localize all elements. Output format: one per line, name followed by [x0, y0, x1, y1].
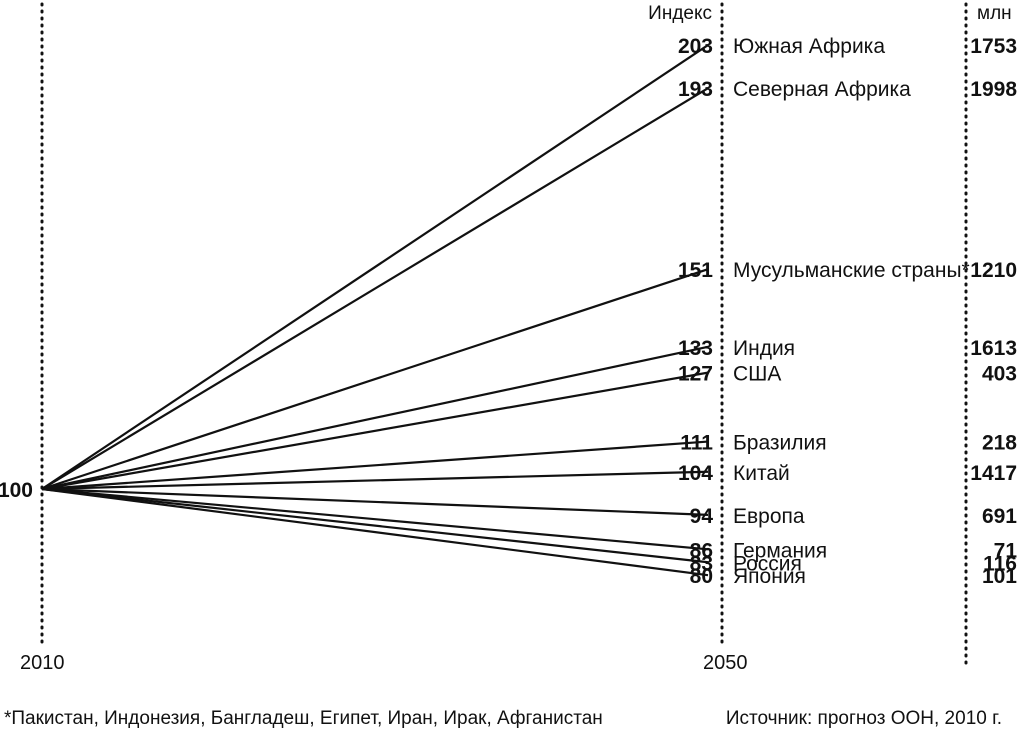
population-label-6: 218	[982, 432, 1017, 455]
population-label-8: 691	[982, 505, 1017, 528]
region-label-1: Южная Африка	[733, 35, 885, 58]
series-line-9	[41, 487, 709, 551]
region-label-10: Россия	[733, 552, 802, 575]
base-value-label: 100	[0, 479, 33, 502]
index-label-2: 193	[678, 78, 713, 101]
population-label-7: 1417	[970, 462, 1017, 485]
index-label-11: 80	[690, 565, 713, 588]
index-label-10: 83	[690, 552, 713, 575]
series-line-7	[41, 470, 709, 491]
series-line-5	[41, 371, 709, 491]
population-label-11: 101	[982, 565, 1017, 588]
population-label-5: 403	[982, 363, 1017, 386]
series-labels: 203 Южная Африка 1753 193 Северная Африка 199…	[678, 35, 1017, 588]
region-label-11: Япония	[733, 565, 806, 588]
population-label-10: 116	[983, 552, 1017, 575]
index-label-1: 203	[678, 35, 713, 58]
footnote: *Пакистан, Индонезия, Бангладеш, Египет,…	[4, 708, 603, 729]
series-line-8	[41, 487, 709, 516]
x-tick-2050: 2050	[703, 652, 748, 674]
index-header: Индекс	[648, 3, 712, 24]
million-header: млн	[977, 3, 1012, 24]
region-label-3: Мусульманские страны*	[733, 259, 970, 282]
index-label-8: 94	[690, 505, 714, 528]
series-line-11	[41, 487, 709, 577]
region-label-5: США	[733, 363, 781, 386]
index-label-6: 111	[680, 432, 713, 455]
source-note: Источник: прогноз ООН, 2010 г.	[725, 708, 1002, 729]
series-line-6	[41, 440, 709, 491]
index-label-3: 151	[678, 259, 713, 282]
index-label-4: 133	[678, 337, 713, 360]
region-label-9: Германия	[733, 539, 827, 562]
population-label-1: 1753	[970, 35, 1017, 58]
population-label-4: 1613	[970, 337, 1017, 360]
index-label-7: 104	[678, 462, 713, 485]
series-line-1	[41, 44, 709, 490]
series-lines	[41, 44, 709, 577]
population-label-3: 1210	[970, 259, 1017, 282]
index-label-9: 86	[690, 539, 713, 562]
series-line-4	[41, 345, 709, 491]
region-label-6: Бразилия	[733, 432, 827, 455]
population-label-9: 71	[994, 539, 1018, 562]
series-line-2	[41, 87, 709, 490]
series-line-3	[41, 268, 709, 491]
series-line-10	[41, 487, 709, 564]
index-label-5: 127	[678, 363, 713, 386]
population-label-2: 1998	[970, 78, 1017, 101]
region-label-2: Северная Африка	[733, 78, 911, 101]
x-tick-2010: 2010	[20, 652, 65, 674]
region-label-4: Индия	[733, 337, 795, 360]
region-label-8: Европа	[733, 505, 805, 528]
region-label-7: Китай	[733, 462, 790, 485]
